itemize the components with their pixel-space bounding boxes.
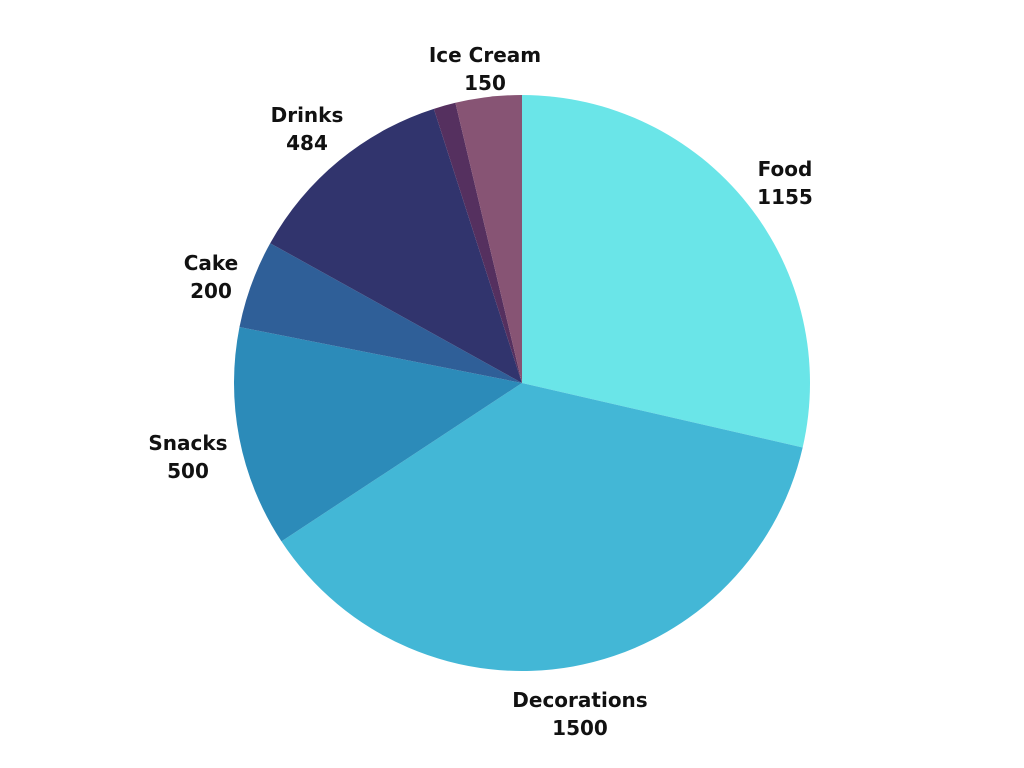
- pie-slice-cake: [239, 243, 523, 383]
- pie-slices: [233, 95, 811, 671]
- slice-label-name: Food: [758, 157, 813, 181]
- slice-label-name: Decorations: [512, 688, 647, 712]
- pie-slice-ice-cream: [455, 95, 522, 383]
- pie-slice-drinks: [270, 108, 522, 383]
- pie-labels: Food 1155 Decorations 1500 Snacks 500 Cake 200 D…: [148, 43, 812, 740]
- slice-label-value: 484: [286, 131, 328, 155]
- slice-label-snacks: Snacks 500: [148, 431, 227, 483]
- slice-label-food: Food 1155: [757, 157, 813, 209]
- slice-label-name: Drinks: [271, 103, 344, 127]
- slice-label-value: 1500: [552, 716, 608, 740]
- slice-label-value: 150: [464, 71, 506, 95]
- pie-slice-unlabeled-5: [433, 102, 522, 383]
- slice-label-drinks: Drinks 484: [271, 103, 344, 155]
- slice-label-ice-cream: Ice Cream 150: [429, 43, 541, 95]
- slice-label-decorations: Decorations 1500: [512, 688, 647, 740]
- slice-label-value: 200: [190, 279, 232, 303]
- pie-slice-food: [522, 95, 811, 448]
- slice-label-value: 1155: [757, 185, 813, 209]
- slice-label-value: 500: [167, 459, 209, 483]
- slice-label-name: Cake: [184, 251, 239, 275]
- slice-label-name: Snacks: [148, 431, 227, 455]
- slice-label-cake: Cake 200: [184, 251, 239, 303]
- pie-slice-snacks: [233, 327, 522, 542]
- pie-slice-decorations: [281, 383, 803, 671]
- slice-label-name: Ice Cream: [429, 43, 541, 67]
